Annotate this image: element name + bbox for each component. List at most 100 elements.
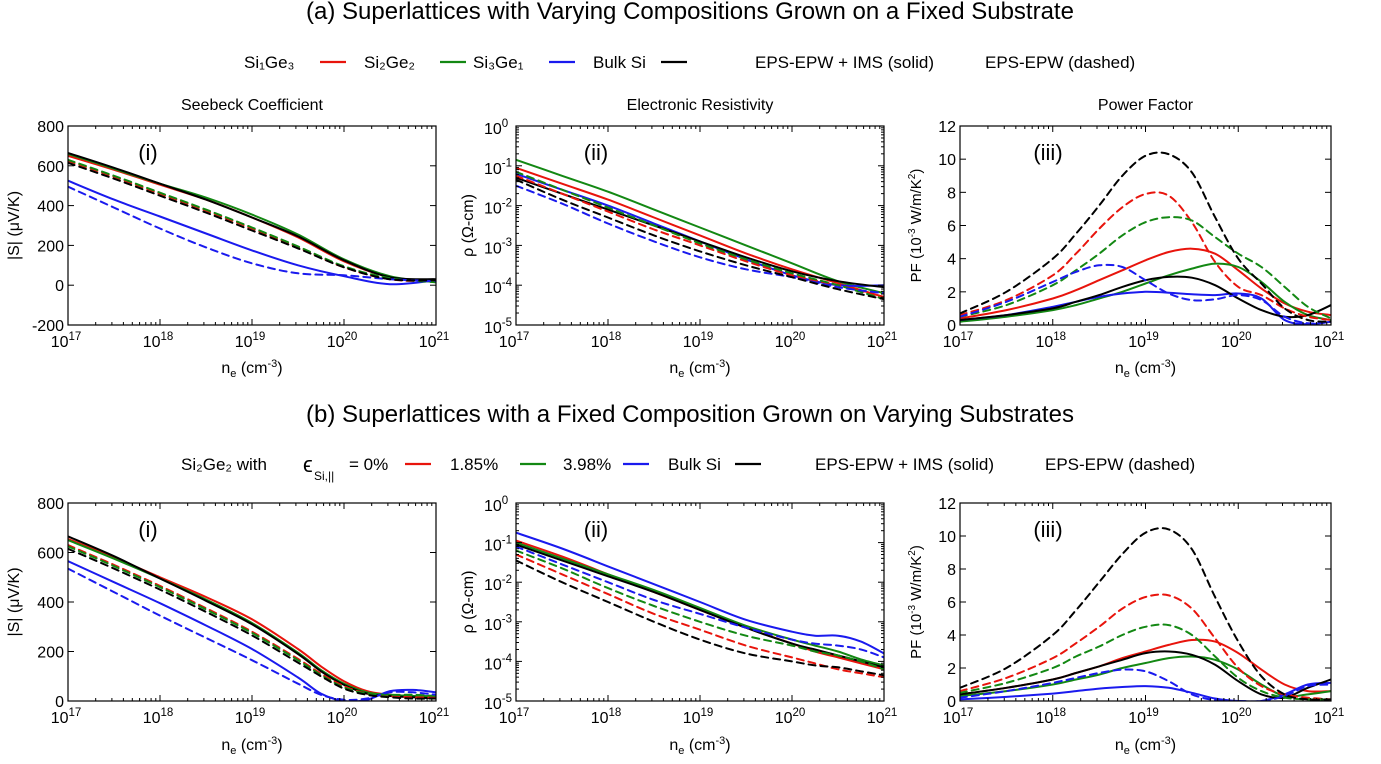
y-tick-label: 6 — [947, 595, 956, 612]
y-tick-label: 400 — [37, 199, 64, 216]
curves — [68, 151, 436, 286]
legend-dashed-note: EPS-EPW (dashed) — [985, 53, 1135, 72]
x-tick-label: 1017 — [943, 707, 974, 727]
legend-label: Bulk Si — [668, 455, 721, 474]
legend-label: Si₁Ge₃ — [244, 53, 294, 72]
x-tick-label: 1017 — [51, 331, 82, 351]
x-axis-label: ne (cm-3) — [669, 358, 730, 380]
series-line-green-solid — [960, 655, 1331, 698]
series-line-blue-solid — [68, 560, 436, 701]
y-tick-label: 10-4 — [484, 653, 513, 673]
y-tick-label: 4 — [947, 252, 956, 269]
legend-label: Bulk Si — [593, 53, 646, 72]
x-axis-label: ne (cm-3) — [1115, 358, 1176, 380]
series-line-blue-solid — [68, 179, 436, 286]
x-tick-label: 1019 — [1128, 331, 1159, 351]
series-line-green-dashed — [516, 549, 884, 671]
curves — [960, 527, 1331, 701]
panel-a-i: Seebeck Coefficient 1017 1018 1019 1020 1021 n… — [6, 97, 449, 380]
series-line-green-dashed — [516, 170, 884, 301]
series-line-green-solid — [68, 539, 436, 698]
y-tick-label: 10-1 — [484, 158, 512, 178]
row-header-0: (a) Superlattices with Varying Compositi… — [244, 0, 1135, 72]
series-line-black-solid — [68, 151, 436, 281]
x-tick-label: 1017 — [943, 331, 974, 351]
legend-label: Si₂Ge₂ — [364, 53, 415, 72]
series-line-green-solid — [516, 541, 884, 667]
series-line-black-dashed — [960, 151, 1331, 323]
y-tick-label: 10-5 — [484, 317, 512, 337]
x-tick-label: 1020 — [327, 707, 358, 727]
y-tick-label: 800 — [37, 496, 64, 513]
panel-b-i: 1017 1018 1019 1020 1021 ne (cm-3) 0 200 400 600 8… — [6, 496, 449, 757]
x-tick-label: 1021 — [419, 707, 450, 727]
x-tick-label: 1019 — [1128, 707, 1159, 727]
y-tick-label: 200 — [37, 238, 64, 255]
legend-label: 1.85% — [450, 455, 498, 474]
y-tick-label: 800 — [37, 119, 64, 136]
x-tick-label: 1017 — [499, 707, 530, 727]
x-tick-label: 1021 — [867, 707, 898, 727]
y-tick-label: 100 — [484, 118, 508, 138]
y-axis-label: PF (10-3 W/m/K2) — [907, 545, 925, 659]
panel-label: (i) — [138, 517, 158, 542]
y-tick-label: 0 — [55, 694, 64, 711]
series-line-black-dashed — [516, 559, 884, 677]
y-tick-label: 8 — [947, 185, 956, 202]
legend-solid-note: EPS-EPW + IMS (solid) — [815, 455, 994, 474]
series-line-blue-dashed — [68, 567, 436, 701]
x-tick-label: 1021 — [1314, 707, 1345, 727]
series-line-black-solid — [960, 275, 1331, 321]
y-tick-label: 100 — [484, 495, 508, 515]
x-tick-label: 1018 — [143, 707, 174, 727]
strain-subscript: Si,|| — [314, 469, 334, 483]
series-line-blue-solid — [516, 172, 884, 287]
series-line-blue-dashed — [960, 263, 1331, 325]
x-tick-label: 1019 — [683, 331, 714, 351]
y-axis-label: PF (10-3 W/m/K2) — [907, 169, 925, 283]
y-tick-label: 10 — [938, 152, 956, 169]
series-line-green-dashed — [960, 216, 1331, 320]
curves — [960, 151, 1331, 325]
x-tick-label: 1021 — [419, 331, 450, 351]
panel-label: (iii) — [1033, 140, 1062, 165]
series-line-green-dashed — [960, 623, 1331, 701]
axis-frame — [515, 125, 885, 326]
series-line-red-dashed — [960, 593, 1331, 701]
y-axis-label: ρ (Ω-cm) — [460, 194, 477, 257]
legend-prefix: Si₂Ge₂ with — [181, 455, 267, 474]
y-tick-label: 8 — [947, 562, 956, 579]
series-line-blue-dashed — [516, 545, 884, 659]
series-line-red-solid — [960, 247, 1331, 320]
series-line-black-solid — [960, 650, 1331, 700]
panel-title: Electronic Resistivity — [627, 97, 774, 114]
y-tick-label: 10-1 — [484, 534, 512, 554]
y-tick-label: 200 — [37, 645, 64, 662]
y-tick-label: -200 — [32, 318, 64, 335]
series-line-black-dashed — [516, 178, 884, 301]
y-tick-label: 12 — [938, 119, 956, 136]
series-line-green-solid — [516, 158, 884, 295]
curves — [516, 531, 884, 679]
x-tick-label: 1020 — [775, 331, 806, 351]
x-tick-label: 1017 — [51, 707, 82, 727]
legend-dashed-note: EPS-EPW (dashed) — [1045, 455, 1195, 474]
y-axis-label: |S| (μV/K) — [6, 191, 23, 260]
axis-frame — [67, 125, 437, 326]
panel-label: (ii) — [584, 517, 608, 542]
y-tick-label: 2 — [947, 285, 956, 302]
y-axis-label: ρ (Ω-cm) — [460, 571, 477, 634]
x-tick-label: 1018 — [143, 331, 174, 351]
curves — [516, 158, 884, 301]
row-header-1: (b) Superlattices with a Fixed Compositi… — [181, 401, 1195, 483]
y-tick-label: 600 — [37, 546, 64, 563]
series-line-blue-dashed — [960, 668, 1331, 701]
panel-title: Seebeck Coefficient — [181, 97, 324, 114]
legend-label: Si₃Ge₁ — [473, 53, 524, 72]
x-tick-label: 1017 — [499, 331, 530, 351]
panel-label: (i) — [138, 140, 158, 165]
curves — [68, 535, 436, 701]
y-tick-label: 10-3 — [484, 237, 512, 257]
